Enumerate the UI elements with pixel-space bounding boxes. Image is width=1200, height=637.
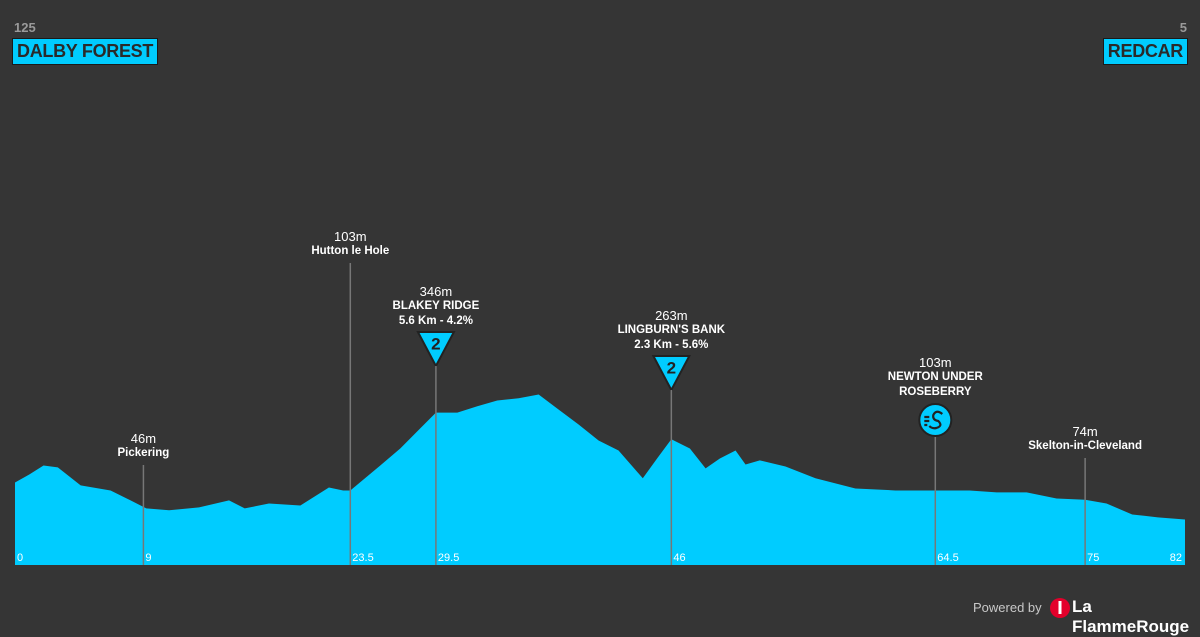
waypoint-name: LINGBURN'S BANK xyxy=(617,324,726,336)
waypoint-elevation: 103m xyxy=(334,229,367,244)
finish-name: REDCAR xyxy=(1102,38,1188,65)
waypoint-name: BLAKEY RIDGE xyxy=(392,300,480,312)
waypoint-elevation: 103m xyxy=(919,355,952,370)
waypoint-label: 74m Skelton-in-Cleveland xyxy=(1020,424,1150,454)
waypoint-name: Skelton-in-Cleveland xyxy=(1028,440,1142,452)
waypoint-label: 46m Pickering xyxy=(78,431,208,461)
x-tick-label: 9 xyxy=(145,552,151,564)
climb-category-icon xyxy=(416,331,456,369)
climb-detail: 2.3 Km - 5.6% xyxy=(634,339,709,351)
waypoint-label: 346m BLAKEY RIDGE 5.6 Km - 4.2% xyxy=(371,284,501,329)
waypoint-name: Hutton le Hole xyxy=(311,245,390,257)
powered-by: Powered by xyxy=(973,600,1042,615)
climb-category-icon xyxy=(651,355,692,393)
waypoint-elevation: 346m xyxy=(419,284,453,299)
waypoint-label: 103m NEWTON UNDER ROSEBERRY xyxy=(870,355,1000,400)
climb-category: 2 xyxy=(667,358,676,377)
x-tick-label: 23.5 xyxy=(352,552,373,564)
x-tick-label: 29.5 xyxy=(438,552,459,564)
waypoint-label: 103m Hutton le Hole xyxy=(285,229,415,259)
climb-detail: 5.6 Km - 4.2% xyxy=(398,315,473,327)
brand: La FlammeRouge xyxy=(1072,597,1190,636)
x-tick-label: 82 xyxy=(1170,552,1182,564)
climb-category: 2 xyxy=(431,334,440,353)
x-tick-label: 46 xyxy=(673,552,685,564)
waypoint-elevation: 263m xyxy=(655,308,688,323)
brand-logo-mark xyxy=(1058,601,1062,614)
waypoint-label: 263m LINGBURN'S BANK 2.3 Km - 5.6% xyxy=(606,308,736,353)
waypoint-name: NEWTON UNDER ROSEBERRY xyxy=(887,371,983,398)
start-elevation: 125 xyxy=(14,20,36,35)
x-tick-label: 64.5 xyxy=(937,552,958,564)
finish-elevation: 5 xyxy=(1179,20,1187,35)
elevation-profile xyxy=(15,394,1185,565)
waypoint-name: Pickering xyxy=(117,447,170,459)
sprint-icon-glyph xyxy=(924,410,944,430)
start-name: DALBY FOREST xyxy=(12,38,159,65)
waypoint-elevation: 46m xyxy=(130,431,157,446)
waypoint-elevation: 74m xyxy=(1072,424,1098,439)
x-tick-label: 0 xyxy=(17,552,23,564)
x-tick-label: 75 xyxy=(1087,552,1099,564)
